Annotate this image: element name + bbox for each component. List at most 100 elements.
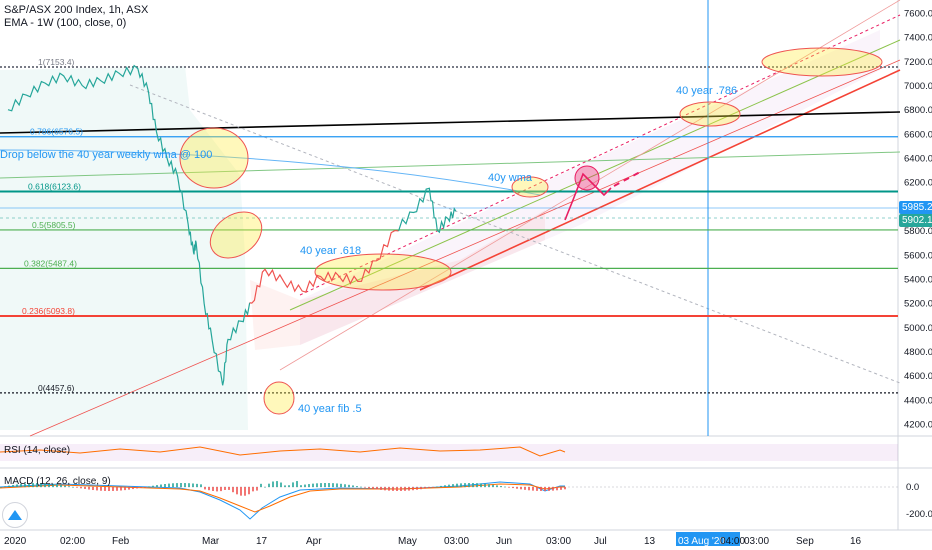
macd-hist-bar — [192, 483, 194, 487]
macd-hist-bar — [140, 487, 142, 488]
macd-hist-bar — [88, 487, 90, 490]
macd-hist-bar — [176, 483, 178, 487]
tradingview-logo-icon[interactable] — [2, 502, 28, 528]
macd-hist-bar — [152, 485, 154, 487]
macd-hist-bar — [304, 484, 306, 487]
macd-hist-bar — [20, 483, 22, 487]
macd-hist-bar — [220, 487, 222, 492]
macd-hist-bar — [64, 485, 66, 487]
macd-hist-bar — [440, 485, 442, 487]
highlight-ellipse-wma-break — [179, 127, 249, 189]
channel-support-line — [419, 69, 901, 291]
macd-hist-bar — [92, 487, 94, 491]
long-trendline-red-thin — [29, 59, 901, 437]
macd-hist-bar — [76, 487, 78, 488]
macd-hist-bar — [564, 487, 566, 490]
projection-dashed — [613, 171, 641, 187]
macd-hist-bar — [444, 485, 446, 487]
macd-hist-bar — [204, 487, 206, 490]
rsi-line — [0, 446, 566, 457]
macd-hist-bar — [376, 487, 378, 490]
x-tick-label: 04:00 — [720, 536, 745, 547]
x-tick-label: Apr — [306, 536, 322, 547]
macd-hist-bar — [404, 487, 406, 491]
macd-hist-bar — [268, 483, 270, 487]
y-tick-label: 5000.0 — [904, 323, 932, 334]
macd-hist-bar — [72, 486, 74, 488]
macd-hist-bar — [12, 485, 14, 487]
macd-hist-bar — [196, 483, 198, 487]
time-axis[interactable]: 2020 02:00 Feb Mar 17 Apr May 03:00 Jun 03:00 Jul 1… — [4, 532, 862, 547]
macd-line — [0, 481, 565, 520]
macd-hist-bar — [408, 487, 410, 491]
y-tick-label: 4200.0 — [904, 420, 932, 431]
y-tick-label: 7200.0 — [904, 57, 932, 68]
macd-hist-bar — [372, 487, 374, 489]
macd-hist-bar — [388, 487, 390, 491]
macd-hist-bar — [200, 484, 202, 487]
x-tick-label: 03:00 — [744, 536, 769, 547]
macd-hist-bar — [164, 484, 166, 487]
fib-level-label: 0.786(6576.5) — [30, 127, 83, 137]
macd-hist-bar — [252, 487, 254, 492]
gain-shade-region — [0, 66, 248, 430]
highlight-ellipse-target — [761, 47, 883, 77]
fibonacci-levels: 1(7153.4) 0.786(6576.5) 0.618(6123.6) 0.5(5… — [0, 57, 898, 394]
macd-hist-bar — [364, 487, 366, 488]
x-tick-label: 17 — [256, 536, 268, 547]
macd-hist-bar — [56, 484, 58, 487]
highlight-ellipse-786 — [679, 101, 741, 127]
x-tick-label: 16 — [850, 536, 862, 547]
macd-hist-bar — [24, 483, 26, 487]
macd-hist-bar — [4, 486, 6, 487]
macd-hist-bar — [328, 483, 330, 487]
x-tick-label: 02:00 — [60, 536, 85, 547]
fib-level-label: 0.5(5805.5) — [32, 220, 76, 230]
macd-hist-bar — [60, 484, 62, 487]
long-black-trendline — [0, 111, 901, 134]
macd-hist-bar — [344, 484, 346, 487]
macd-hist-bar — [400, 487, 402, 491]
annotation-786: 40 year .786 — [676, 85, 738, 97]
x-tick-label: 13 — [644, 536, 656, 547]
y-tick-label: 6200.0 — [904, 178, 932, 189]
macd-hist-bar — [36, 483, 38, 487]
macd-hist-bar — [536, 487, 538, 491]
macd-hist-bar — [552, 487, 554, 491]
macd-hist-bar — [524, 487, 526, 490]
macd-hist-bar — [520, 487, 522, 490]
annotation-wma-break: Drop below the 40 year weekly wma @ 100 — [0, 149, 213, 161]
macd-hist-bar — [512, 487, 514, 489]
y-tick-label: 5400.0 — [904, 274, 932, 285]
y-tick-label: 7600.0 — [904, 9, 932, 20]
macd-axis-label: 0.0 — [906, 482, 919, 493]
macd-hist-bar — [84, 487, 86, 489]
macd-hist-bar — [420, 487, 422, 490]
macd-hist-bar — [256, 487, 258, 491]
macd-hist-bar — [136, 487, 138, 489]
macd-hist-bar — [548, 487, 550, 491]
macd-hist-bar — [276, 481, 278, 487]
channel-top-dotted — [299, 14, 901, 296]
macd-hist-bar — [464, 483, 466, 487]
wma-green-line — [0, 151, 901, 179]
fib-level-label: 0.382(5487.4) — [24, 258, 77, 268]
macd-hist-bar — [312, 483, 314, 487]
annotation-fib-5: 40 year fib .5 — [298, 403, 362, 415]
macd-hist-bar — [188, 483, 190, 487]
macd-hist-bar — [288, 485, 290, 487]
macd-hist-bar — [180, 483, 182, 487]
macd-hist-bar — [300, 485, 302, 487]
y-tick-label: 4800.0 — [904, 347, 932, 358]
macd-hist-bar — [544, 487, 546, 491]
macd-hist-bar — [132, 487, 134, 490]
macd-hist-bar — [360, 486, 362, 488]
macd-hist-bar — [416, 487, 418, 490]
macd-hist-bar — [168, 483, 170, 487]
macd-hist-bar — [316, 483, 318, 487]
x-tick-label: Jun — [496, 536, 512, 547]
y-tick-label: 4400.0 — [904, 395, 932, 406]
macd-hist-bar — [392, 487, 394, 491]
